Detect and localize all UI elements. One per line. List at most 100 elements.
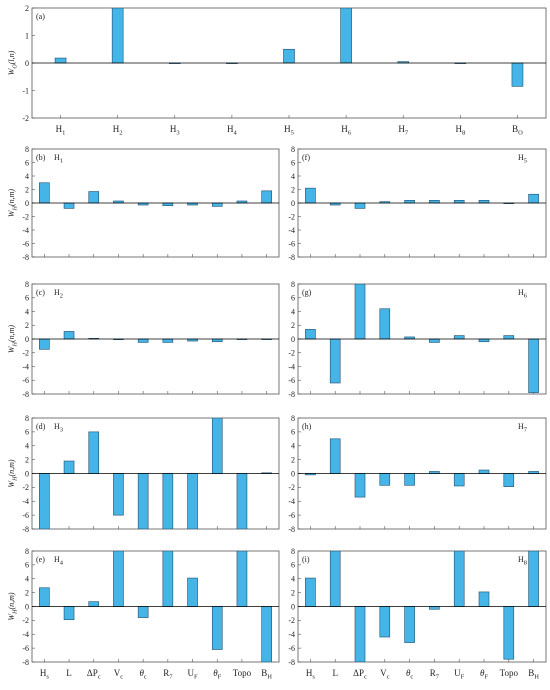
bar bbox=[404, 606, 415, 643]
x-category-label: H3 bbox=[170, 124, 180, 137]
bar bbox=[478, 469, 490, 474]
y-tick-label: -6 bbox=[22, 644, 29, 653]
y-tick-label: 2 bbox=[291, 588, 295, 597]
bar bbox=[236, 473, 248, 529]
y-axis-label: WH(n,m) bbox=[7, 325, 19, 353]
bar-series bbox=[305, 551, 539, 662]
y-tick-label: 4 bbox=[291, 442, 295, 451]
panel-subtitle: H8 bbox=[518, 555, 527, 567]
bar-series bbox=[39, 551, 272, 662]
y-tick-label: 4 bbox=[25, 307, 29, 316]
panel-subtitle: H3 bbox=[54, 422, 63, 434]
y-tick-label: 0 bbox=[25, 602, 29, 611]
y-tick-label: 0 bbox=[291, 335, 295, 344]
y-tick-label: -8 bbox=[288, 390, 295, 399]
bar bbox=[329, 338, 341, 384]
bar bbox=[137, 473, 149, 529]
y-tick-label: 8 bbox=[25, 547, 29, 556]
bar bbox=[503, 335, 515, 340]
bar bbox=[63, 202, 75, 209]
bar bbox=[379, 473, 391, 486]
y-tick-label: 8 bbox=[291, 414, 295, 423]
panel-label: (a) bbox=[36, 12, 45, 21]
y-tick-label: -2 bbox=[288, 212, 295, 221]
x-category-label: ΔPc bbox=[87, 668, 101, 681]
bar bbox=[162, 338, 174, 343]
y-tick-label: 2 bbox=[25, 4, 29, 13]
bar bbox=[113, 551, 124, 607]
bar bbox=[88, 431, 100, 474]
panel-subtitle: H7 bbox=[518, 422, 528, 434]
y-tick-label: -8 bbox=[22, 390, 29, 399]
y-tick-label: 8 bbox=[291, 547, 295, 556]
bar bbox=[63, 606, 75, 620]
panel-e: -8 -6 -4 -2 0 2 4 6 8 (e) H4 WH(n,m) Hs L ΔPc Vc θc R7 UF θ… bbox=[7, 547, 280, 681]
y-tick-label: 4 bbox=[291, 575, 295, 584]
x-category-label: H5 bbox=[284, 124, 294, 137]
y-tick-label: 4 bbox=[291, 307, 295, 316]
x-category-label: Vc bbox=[114, 668, 124, 681]
panel-subtitle: H1 bbox=[54, 153, 63, 165]
bar bbox=[429, 200, 440, 204]
bar bbox=[113, 473, 124, 516]
y-tick-label: -8 bbox=[22, 658, 29, 667]
bar bbox=[261, 606, 272, 662]
x-category-label: H4 bbox=[227, 124, 238, 137]
x-category-label: R7 bbox=[163, 668, 173, 681]
y-tick-label: 6 bbox=[291, 428, 295, 437]
panel-label: (i) bbox=[302, 555, 310, 564]
y-axis-label: WO(l,n) bbox=[7, 50, 19, 75]
y-tick-label: -8 bbox=[22, 525, 29, 534]
y-tick-label: 0 bbox=[291, 602, 295, 611]
y-tick-label: -6 bbox=[288, 239, 295, 248]
y-tick-label: 2 bbox=[25, 588, 29, 597]
bar bbox=[305, 329, 316, 340]
panel-b: -8 -6 -4 -2 0 2 4 6 8 (b) H1 WH(n,m) bbox=[7, 145, 280, 262]
x-category-label: Topo bbox=[233, 668, 252, 678]
bar bbox=[211, 606, 223, 650]
bar-series bbox=[39, 182, 272, 209]
x-category-label: Hs bbox=[306, 668, 316, 681]
y-tick-label: 8 bbox=[291, 145, 295, 154]
panel-label: (b) bbox=[36, 153, 46, 162]
y-tick-label: -8 bbox=[288, 525, 295, 534]
bar bbox=[354, 284, 366, 340]
y-tick-label: 0 bbox=[25, 199, 29, 208]
y-tick-label: -2 bbox=[22, 212, 29, 221]
bar bbox=[354, 473, 366, 498]
y-tick-label: -2 bbox=[288, 349, 295, 358]
panel-label: (g) bbox=[302, 288, 312, 297]
bar bbox=[211, 202, 223, 207]
x-category-label: UF bbox=[187, 668, 198, 681]
y-tick-label: 0 bbox=[291, 469, 295, 478]
x-category-label: θF bbox=[213, 668, 221, 681]
y-tick-label: 2 bbox=[291, 185, 295, 194]
y-tick-label: 0 bbox=[25, 469, 29, 478]
x-category-label: UF bbox=[454, 668, 465, 681]
bar bbox=[236, 551, 248, 607]
panel-a: -2 -1 0 1 2 (a) WO(l,n) H1 H2 H3 H4 H5 H6 H7 H8 BO bbox=[7, 4, 547, 137]
bar bbox=[39, 587, 50, 607]
bar bbox=[478, 200, 490, 204]
y-tick-label: 6 bbox=[25, 294, 29, 303]
y-tick-label: -2 bbox=[22, 483, 29, 492]
y-tick-label: 2 bbox=[291, 455, 295, 464]
bar bbox=[340, 8, 352, 64]
x-category-label: H8 bbox=[455, 124, 465, 137]
bar bbox=[63, 331, 75, 340]
y-tick-label: 4 bbox=[291, 172, 295, 181]
bar bbox=[329, 551, 341, 607]
bar bbox=[162, 202, 174, 206]
bar bbox=[39, 182, 50, 204]
bar bbox=[404, 200, 415, 204]
y-tick-label: -4 bbox=[22, 630, 29, 639]
y-axis-label: WH(n,m) bbox=[7, 189, 19, 217]
panel-c: -8 -6 -4 -2 0 2 4 6 8 (c) H2 WH(n,m) bbox=[7, 280, 280, 399]
y-tick-label: -6 bbox=[22, 376, 29, 385]
bar bbox=[187, 473, 198, 529]
y-tick-label: -4 bbox=[22, 362, 29, 371]
bar bbox=[528, 551, 539, 607]
y-tick-label: 8 bbox=[25, 414, 29, 423]
panel-label: (c) bbox=[36, 288, 45, 297]
x-category-label: H1 bbox=[56, 124, 66, 137]
